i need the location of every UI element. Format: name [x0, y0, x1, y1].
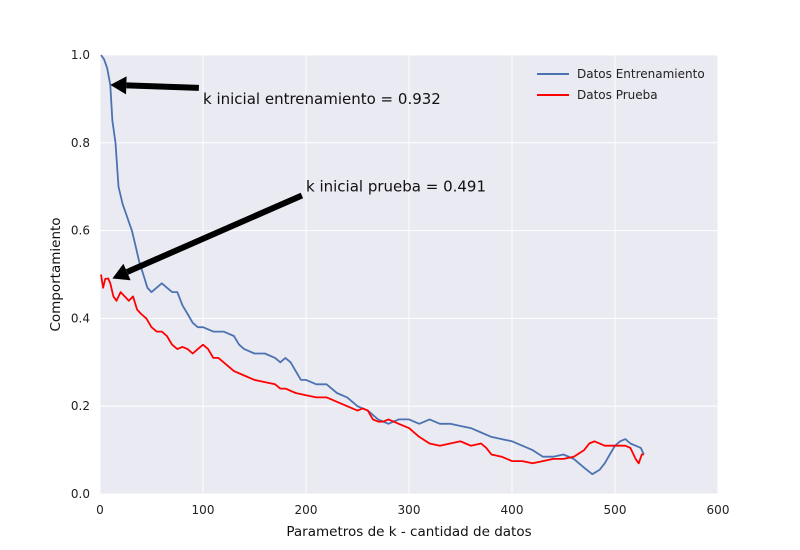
y-tick-label: 0.0 — [71, 487, 90, 501]
x-tick-label: 300 — [398, 503, 421, 517]
x-axis-title: Parametros de k - cantidad de datos — [286, 524, 531, 540]
annotation-arrow-head — [110, 76, 127, 95]
series-line-datos-prueba — [100, 274, 644, 465]
x-tick-label: 0 — [96, 503, 104, 517]
x-tick-label: 500 — [604, 503, 627, 517]
x-tick-label: 400 — [501, 503, 524, 517]
legend-label: Datos Entrenamiento — [577, 67, 705, 81]
y-tick-label: 0.8 — [71, 136, 90, 150]
x-tick-label: 100 — [192, 503, 215, 517]
annotation-k-inicial-entrenamiento: k inicial entrenamiento = 0.932 — [203, 90, 441, 108]
y-axis-title: Comportamiento — [48, 217, 64, 331]
x-tick-label: 200 — [295, 503, 318, 517]
annotation-arrow-head — [112, 263, 131, 281]
y-tick-label: 0.2 — [71, 399, 90, 413]
y-tick-label: 0.6 — [71, 224, 90, 238]
tick-labels: 0 100 200 300 400 500 600 0.0 0.2 0.4 0.6 0.8 1.0 — [71, 48, 730, 517]
grid-lines — [99, 54, 719, 495]
series-line-datos-entrenamiento — [100, 54, 645, 476]
series-lines — [100, 54, 645, 476]
y-tick-label: 0.4 — [71, 311, 90, 325]
annotation-k-inicial-prueba: k inicial prueba = 0.491 — [306, 178, 486, 196]
y-tick-label: 1.0 — [71, 48, 90, 62]
legend: Datos Entrenamiento Datos Prueba — [537, 67, 705, 102]
annotations: k inicial entrenamiento = 0.932 k inicial… — [110, 76, 486, 281]
annotation-arrow-shaft — [125, 192, 304, 275]
legend-label: Datos Prueba — [577, 88, 658, 102]
annotation-arrow-shaft — [126, 82, 199, 91]
x-tick-label: 600 — [707, 503, 730, 517]
